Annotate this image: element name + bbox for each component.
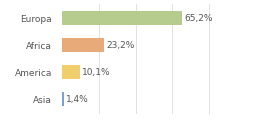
Text: 1,4%: 1,4% (66, 95, 89, 104)
Text: 23,2%: 23,2% (106, 41, 135, 50)
Bar (62, 65, 80, 79)
Text: 65,2%: 65,2% (184, 14, 213, 23)
Bar (62, 11, 182, 25)
Bar (62, 92, 64, 106)
Text: 10,1%: 10,1% (82, 68, 111, 77)
Bar (62, 38, 104, 52)
